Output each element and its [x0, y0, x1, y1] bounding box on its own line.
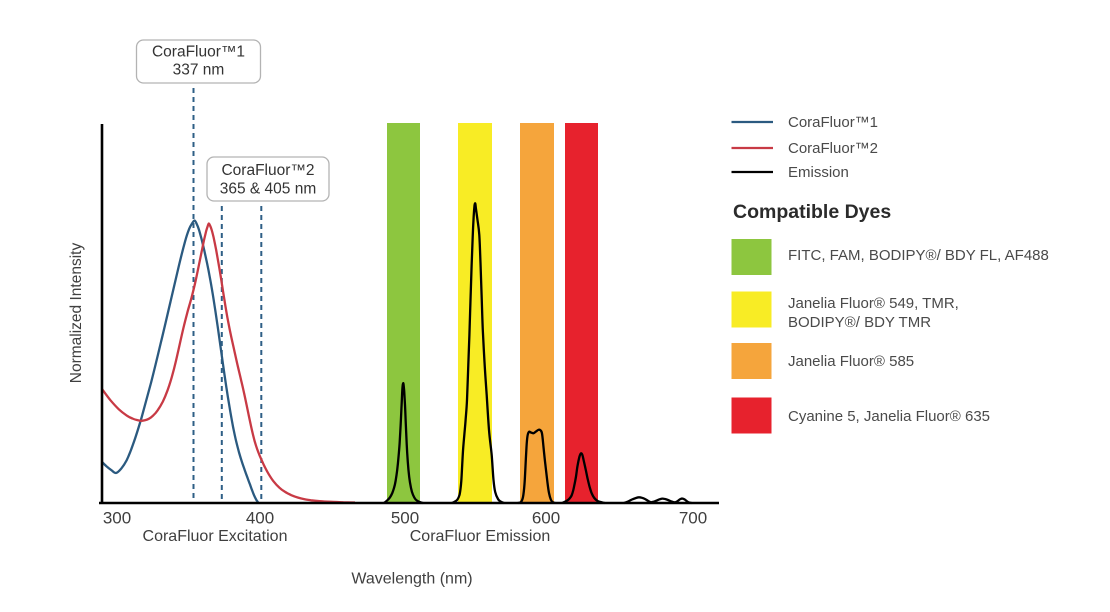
svg-text:600: 600 [532, 509, 560, 528]
svg-text:Janelia Fluor® 549, TMR,: Janelia Fluor® 549, TMR, [788, 295, 959, 312]
svg-text:CoraFluor™2: CoraFluor™2 [788, 140, 878, 157]
svg-text:FITC, FAM, BODIPY®/ BDY FL, AF: FITC, FAM, BODIPY®/ BDY FL, AF488 [788, 247, 1049, 264]
svg-text:337 nm: 337 nm [173, 62, 225, 79]
svg-text:CoraFluor™1: CoraFluor™1 [152, 44, 245, 61]
svg-text:400: 400 [246, 509, 274, 528]
svg-text:CoraFluor™2: CoraFluor™2 [221, 162, 314, 179]
svg-text:CoraFluor Excitation: CoraFluor Excitation [143, 528, 288, 545]
svg-text:Janelia Fluor® 585: Janelia Fluor® 585 [788, 353, 914, 370]
svg-text:Wavelength (nm): Wavelength (nm) [351, 571, 472, 588]
svg-text:500: 500 [391, 509, 419, 528]
svg-text:Normalized Intensity: Normalized Intensity [68, 243, 85, 384]
svg-text:Compatible Dyes: Compatible Dyes [733, 201, 891, 223]
svg-text:CoraFluor™1: CoraFluor™1 [788, 114, 878, 131]
svg-text:CoraFluor Emission: CoraFluor Emission [410, 528, 550, 545]
svg-text:Emission: Emission [788, 164, 849, 181]
svg-text:BODIPY®/ BDY TMR: BODIPY®/ BDY TMR [788, 314, 931, 331]
svg-text:365 & 405 nm: 365 & 405 nm [220, 181, 317, 198]
svg-text:700: 700 [679, 509, 707, 528]
svg-text:300: 300 [103, 509, 131, 528]
svg-text:Cyanine 5, Janelia Fluor® 635: Cyanine 5, Janelia Fluor® 635 [788, 408, 990, 425]
